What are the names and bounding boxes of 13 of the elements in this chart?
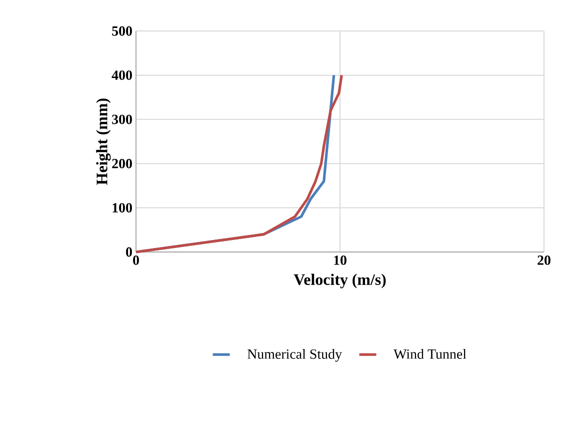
x-tick-label: 10 (334, 256, 346, 265)
y-tick-label: 200 (112, 158, 132, 168)
x-tick-label: 0 (133, 256, 139, 265)
x-tick-label: 20 (538, 256, 550, 265)
y-axis-title: Height (mm) (96, 98, 111, 185)
x-axis-title: Velocity (m/s) (294, 274, 386, 288)
y-tick-label: 500 (112, 26, 132, 36)
y-tick-label: 100 (112, 203, 132, 213)
legend-label: Wind Tunnel (394, 348, 466, 359)
y-tick-label: 0 (126, 247, 132, 257)
legend-label: Numerical Study (247, 348, 342, 362)
y-tick-label: 400 (112, 70, 132, 80)
y-tick-label: 300 (112, 114, 132, 124)
